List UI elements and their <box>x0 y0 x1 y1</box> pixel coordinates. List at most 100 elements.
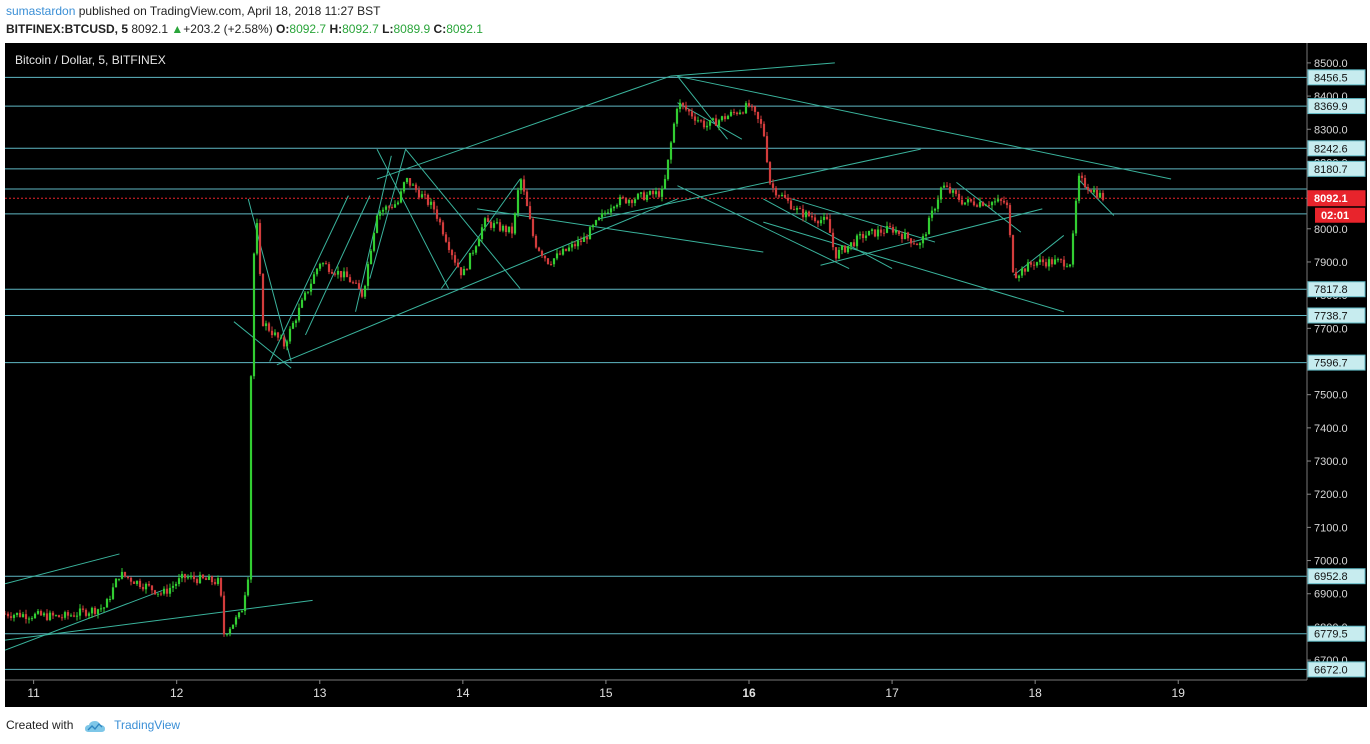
candle-body <box>1011 235 1015 273</box>
candle-body <box>636 193 640 200</box>
candle-body <box>687 109 691 112</box>
candle-body <box>405 178 409 183</box>
trend-line <box>376 75 671 180</box>
candle-body <box>894 230 898 233</box>
x-tick-label: 16 <box>742 686 756 700</box>
candle-body <box>375 215 379 233</box>
candle-body <box>558 253 562 255</box>
candle-body <box>351 282 355 284</box>
candle-body <box>726 115 730 120</box>
candle-body <box>885 226 889 233</box>
candle-body <box>87 613 91 616</box>
candle-body <box>327 264 331 272</box>
x-tick-label: 14 <box>456 686 470 700</box>
candle-body <box>816 221 820 224</box>
candle-body <box>897 230 901 235</box>
candle-body <box>261 273 265 327</box>
candle-body <box>435 209 439 219</box>
candle-body <box>831 232 835 248</box>
x-tick-label: 18 <box>1028 686 1042 700</box>
candle-body <box>993 201 997 203</box>
candle-body <box>618 197 622 206</box>
level-tag <box>1307 69 1366 86</box>
candle-body <box>141 586 145 590</box>
candle-body <box>900 234 904 240</box>
candle-body <box>348 277 352 283</box>
candle-body <box>597 217 601 221</box>
candle-body <box>249 376 253 580</box>
candle-body <box>969 199 973 202</box>
candle-body <box>681 102 685 106</box>
candle-body <box>1023 268 1027 272</box>
candle-body <box>510 226 514 234</box>
candle-body <box>567 247 571 251</box>
candle-body <box>627 200 631 204</box>
chart-background <box>5 43 1367 707</box>
candle-body <box>1065 266 1069 268</box>
candle-body <box>918 243 922 246</box>
candle-body <box>996 199 1000 202</box>
candle-body <box>24 614 28 620</box>
candle-body <box>531 219 535 236</box>
candle-body <box>321 263 325 265</box>
candle-body <box>504 225 508 233</box>
tradingview-logo-icon <box>84 720 105 732</box>
last-price-text: 8092.1 <box>131 22 169 36</box>
candle-body <box>609 208 613 213</box>
candle-body <box>621 197 625 199</box>
candle-body <box>852 242 856 247</box>
candle-body <box>399 191 403 203</box>
candle-body <box>693 116 697 121</box>
candle-body <box>291 323 295 329</box>
candle-body <box>1089 190 1093 193</box>
candle-body <box>756 111 760 120</box>
y-tick-label: 7300.0 <box>1314 456 1348 468</box>
candle-body <box>822 216 826 221</box>
candle-body <box>606 212 610 214</box>
candle-body <box>222 595 226 635</box>
candle-body <box>1014 272 1018 278</box>
chart-area[interactable]: 6700.06800.06900.07000.07100.07200.07300… <box>5 43 1367 707</box>
x-tick-label: 13 <box>313 686 327 700</box>
candle-body <box>444 234 448 242</box>
y-tick-label: 7200.0 <box>1314 489 1348 501</box>
candle-body <box>1050 259 1054 265</box>
candle-body <box>69 615 73 617</box>
candle-body <box>741 112 745 114</box>
candle-body <box>783 194 787 198</box>
candle-body <box>939 187 943 200</box>
candle-body <box>384 206 388 210</box>
author-link[interactable]: sumastardon <box>6 4 76 18</box>
candle-body <box>768 162 772 184</box>
candle-body <box>528 206 532 220</box>
candle-body <box>1101 192 1105 200</box>
candle-body <box>858 234 862 236</box>
candle-body <box>1053 259 1057 265</box>
candle-body <box>108 598 112 600</box>
tradingview-link[interactable]: TradingView <box>114 718 181 732</box>
level-tag <box>1307 307 1366 324</box>
trend-line <box>791 198 936 243</box>
candle-body <box>18 612 22 617</box>
y-tick-label: 7000.0 <box>1314 556 1348 568</box>
candle-body <box>750 106 754 108</box>
candle-body <box>1026 262 1030 272</box>
candle-body <box>81 608 85 610</box>
level-label: 7596.7 <box>1314 358 1348 370</box>
candle-body <box>948 186 952 193</box>
candle-body <box>942 185 946 188</box>
candle-body <box>303 292 307 300</box>
candle-body <box>54 615 58 617</box>
price-chart[interactable]: 6700.06800.06900.07000.07100.07200.07300… <box>5 43 1367 707</box>
candle-body <box>270 330 274 336</box>
candle-body <box>519 179 523 191</box>
candle-body <box>657 191 661 197</box>
level-tag <box>1307 568 1366 585</box>
candle-body <box>837 249 841 259</box>
candle-body <box>240 611 244 613</box>
candle-body <box>72 615 76 617</box>
candle-body <box>5 613 7 615</box>
candle-body <box>192 575 196 580</box>
candle-body <box>387 206 391 208</box>
candle-body <box>339 270 343 278</box>
